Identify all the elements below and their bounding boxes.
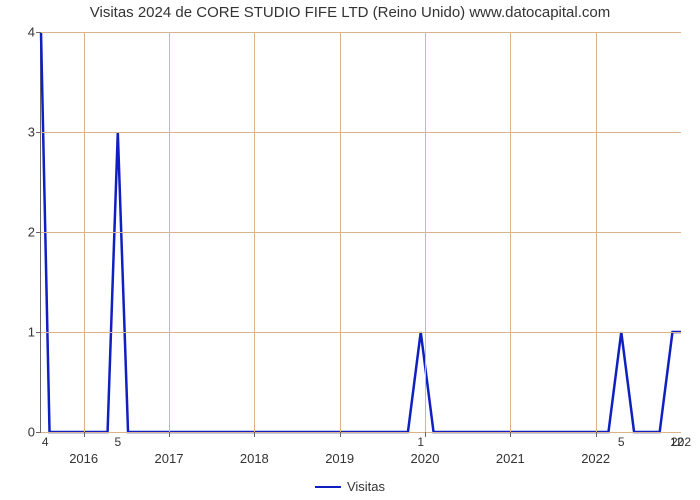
- y-tick-label: 0: [17, 425, 35, 440]
- legend-swatch: [315, 486, 341, 488]
- x-tick-label: 2021: [496, 451, 525, 466]
- gridline-v: [596, 32, 597, 432]
- x-tick-mark: [84, 432, 85, 437]
- x-tick-label: 2020: [411, 451, 440, 466]
- y-tick-label: 2: [17, 225, 35, 240]
- gridline-v: [425, 32, 426, 432]
- point-label: 5: [114, 435, 121, 449]
- x-tick-mark: [169, 432, 170, 437]
- x-tick-mark: [425, 432, 426, 437]
- x-tick-mark: [510, 432, 511, 437]
- gridline-v: [340, 32, 341, 432]
- gridline-h: [41, 232, 681, 233]
- x-tick-mark: [254, 432, 255, 437]
- gridline-v: [84, 32, 85, 432]
- plot-area: 0123420162017201820192020202120224515122…: [40, 32, 681, 433]
- point-label: 4: [42, 435, 49, 449]
- x-tick-label: 2022: [581, 451, 610, 466]
- y-tick-label: 1: [17, 325, 35, 340]
- legend-label: Visitas: [347, 479, 385, 494]
- y-tick-label: 4: [17, 25, 35, 40]
- gridline-h: [41, 332, 681, 333]
- gridline-h: [41, 132, 681, 133]
- x-tick-label: 2016: [69, 451, 98, 466]
- y-tick-label: 3: [17, 125, 35, 140]
- chart-title: Visitas 2024 de CORE STUDIO FIFE LTD (Re…: [0, 0, 700, 21]
- point-label: 202: [671, 435, 691, 449]
- y-tick-mark: [36, 32, 41, 33]
- x-tick-label: 2017: [155, 451, 184, 466]
- gridline-h: [41, 32, 681, 33]
- x-tick-mark: [340, 432, 341, 437]
- y-tick-mark: [36, 432, 41, 433]
- gridline-v: [510, 32, 511, 432]
- x-tick-mark: [596, 432, 597, 437]
- legend: Visitas: [315, 479, 385, 494]
- gridline-h: [41, 432, 681, 433]
- gridline-v: [254, 32, 255, 432]
- y-tick-mark: [36, 132, 41, 133]
- y-tick-mark: [36, 232, 41, 233]
- point-label: 1: [417, 435, 424, 449]
- x-tick-label: 2019: [325, 451, 354, 466]
- x-tick-label: 2018: [240, 451, 269, 466]
- y-tick-mark: [36, 332, 41, 333]
- gridline-v: [169, 32, 170, 432]
- point-label: 5: [618, 435, 625, 449]
